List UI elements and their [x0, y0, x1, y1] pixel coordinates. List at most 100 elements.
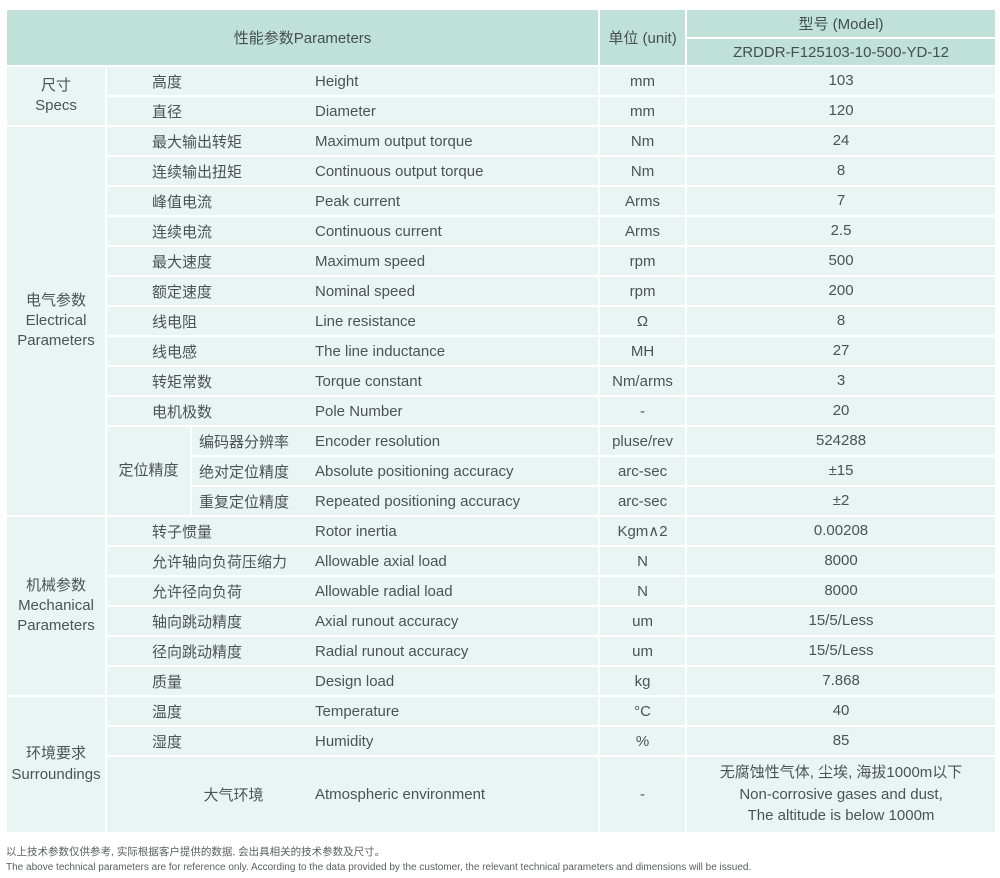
- value-cell: 15/5/Less: [685, 605, 998, 637]
- unit-cell: Nm/arms: [598, 365, 688, 397]
- table-row: 定位精度 编码器分辨率 Encoder resolution pluse/rev 524…: [6, 425, 998, 517]
- param-label-cell: 大气环境 Atmospheric environment: [104, 755, 601, 834]
- value-cell: 24: [685, 125, 998, 157]
- param-label-cn: 直径: [152, 103, 183, 121]
- value-cell: 20: [685, 395, 998, 427]
- param-label-en: Axial runout accuracy: [315, 612, 459, 630]
- table-row: 电机极数 Pole Number -20: [6, 395, 998, 427]
- param-label-cell: 重复定位精度 Repeated positioning accuracy: [189, 485, 601, 517]
- table-row: 轴向跳动精度 Axial runout accuracy um 15/5/Less: [6, 605, 998, 637]
- param-label-en: Allowable axial load: [315, 552, 447, 570]
- param-label-en: Pole Number: [315, 402, 403, 420]
- param-label-en: Humidity: [315, 732, 374, 750]
- value-cell: 85: [685, 725, 998, 757]
- unit-cell: um: [598, 635, 688, 667]
- value-cell: 8: [685, 155, 998, 187]
- param-label-cn: 编码器分辨率: [199, 433, 290, 451]
- table-row: 线电感 The line inductance MH 27: [6, 335, 998, 367]
- unit-cell: Kgm∧2: [598, 515, 688, 547]
- param-label-cn: 转矩常数: [152, 373, 213, 391]
- table-row: 环境要求 Surroundings 温度 Temperature °C 40: [5, 695, 998, 834]
- table-row: 湿度 Humidity% 85: [6, 725, 998, 757]
- unit-cell: rpm: [598, 245, 688, 277]
- table-header-parameters: 性能参数Parameters: [4, 8, 601, 67]
- param-label-cn: 允许径向负荷: [152, 583, 243, 601]
- param-label-cell: 绝对定位精度 Absolute positioning accuracy: [189, 455, 601, 487]
- table-row: 尺寸 Specs 高度 Height mm 103: [5, 65, 998, 127]
- param-label-cell: 径向跳动精度 Radial runout accuracy: [104, 635, 601, 667]
- param-label-en: Torque constant: [315, 372, 422, 390]
- param-label-en: Continuous output torque: [315, 162, 484, 180]
- value-cell: 40: [685, 695, 998, 727]
- param-label-cell: 连续输出扭矩 Continuous output torque: [104, 155, 601, 187]
- unit-cell: mm: [598, 95, 688, 127]
- param-label-cn: 大气环境: [203, 787, 264, 804]
- value-cell: 8: [685, 305, 998, 337]
- param-label-cell: 允许轴向负荷压缩力 Allowable axial load: [104, 545, 601, 577]
- param-label-cn: 轴向跳动精度: [152, 613, 243, 631]
- value-cell: 0.00208: [685, 515, 998, 547]
- table-row: 径向跳动精度 Radial runout accuracy um 15/5/Less: [6, 635, 998, 667]
- param-label-cn: 径向跳动精度: [152, 643, 243, 661]
- param-label-cell: 连续电流 Continuous current: [104, 215, 601, 247]
- table-header-unit: 单位 (unit): [598, 8, 688, 67]
- unit-cell: -: [598, 395, 688, 427]
- unit-cell: Arms: [598, 215, 688, 247]
- section-cell: 环境要求 Surroundings: [5, 695, 107, 834]
- table-row: 电气参数 Electrical Parameters 最大输出转矩 Maximum …: [5, 125, 998, 517]
- footnote-en: The above technical parameters are for r…: [6, 862, 752, 873]
- param-label-cell: 额定速度 Nominal speed: [104, 275, 601, 307]
- value-cell: 500: [685, 245, 998, 277]
- unit-cell: Nm: [598, 125, 688, 157]
- param-label-cn: 额定速度: [152, 283, 213, 301]
- table-row: 直径 Diameter mm 120: [6, 95, 998, 127]
- param-label-cell: 温度 Temperature: [104, 695, 601, 727]
- table-row: 允许轴向负荷压缩力 Allowable axial load N 8000: [6, 545, 998, 577]
- unit-cell: MH: [598, 335, 688, 367]
- param-label-cell: 最大速度 Maximum speed: [104, 245, 601, 277]
- group-cell: 定位精度: [105, 425, 192, 517]
- section-cell: 尺寸 Specs: [5, 65, 107, 127]
- value-cell: 8000: [685, 545, 998, 577]
- param-label-cn: 线电感: [152, 343, 198, 361]
- param-label-cell: 线电感 The line inductance: [104, 335, 601, 367]
- param-label-en: Maximum output torque: [315, 132, 473, 150]
- param-label-en: Nominal speed: [315, 282, 416, 300]
- value-cell: 2.5: [685, 215, 998, 247]
- param-label-cell: 线电阻 Line resistance: [104, 305, 601, 337]
- param-label-cell: 电机极数 Pole Number: [104, 395, 601, 427]
- table-row: 重复定位精度 Repeated positioning accuracy arc-s…: [6, 485, 998, 517]
- param-label-cn: 湿度: [152, 733, 183, 751]
- param-label-en: Maximum speed: [315, 252, 426, 270]
- footnote-cn: 以上技术参数仅供参考, 实际根据客户提供的数据, 会出具相关的技术参数及尺寸。: [6, 846, 386, 858]
- value-cell: 27: [685, 335, 998, 367]
- param-label-en: Atmospheric environment: [315, 786, 486, 803]
- table-row: 转矩常数 Torque constant Nm/arms 3: [6, 365, 998, 397]
- param-label-cn: 允许轴向负荷压缩力: [152, 553, 288, 571]
- unit-cell: pluse/rev: [598, 425, 688, 457]
- table-row: 峰值电流 Peak current Arms 7: [6, 185, 998, 217]
- param-label-cell: 轴向跳动精度 Axial runout accuracy: [104, 605, 601, 637]
- unit-cell: arc-sec: [598, 455, 688, 487]
- unit-cell: arc-sec: [598, 485, 688, 517]
- param-label-cn: 电机极数: [152, 403, 213, 421]
- param-label-en: Rotor inertia: [315, 522, 397, 540]
- table-row: 连续电流 Continuous current Arms 2.5: [6, 215, 998, 247]
- unit-cell: Ω: [598, 305, 688, 337]
- param-label-en: Absolute positioning accuracy: [315, 462, 514, 480]
- param-label-cell: 质量 Design load: [104, 665, 601, 697]
- value-cell: 3: [685, 365, 998, 397]
- value-cell: 524288: [685, 425, 998, 457]
- param-label-cell: 湿度 Humidity: [104, 725, 601, 757]
- table-row: 额定速度 Nominal speed rpm 200: [6, 275, 998, 307]
- table-row: 连续输出扭矩 Continuous output torque Nm 8: [6, 155, 998, 187]
- section-cell: 电气参数 Electrical Parameters: [5, 125, 107, 517]
- value-cell: 7.868: [685, 665, 998, 697]
- param-label-en: Allowable radial load: [315, 582, 453, 600]
- param-label-cell: 直径 Diameter: [104, 95, 601, 127]
- param-label-cn: 最大速度: [152, 253, 213, 271]
- value-cell: 7: [685, 185, 998, 217]
- table-row: 绝对定位精度 Absolute positioning accuracy arc-s…: [6, 455, 998, 487]
- footnotes: 以上技术参数仅供参考, 实际根据客户提供的数据, 会出具相关的技术参数及尺寸。 …: [5, 844, 995, 873]
- param-label-en: Line resistance: [315, 312, 416, 330]
